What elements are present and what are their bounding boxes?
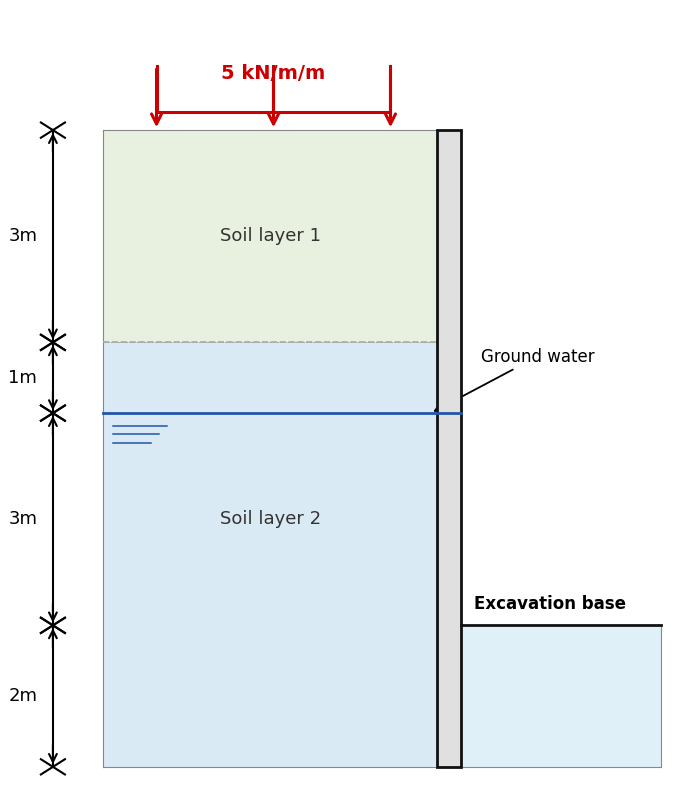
Text: 3m: 3m: [8, 510, 37, 528]
Text: 5 kN/m/m: 5 kN/m/m: [221, 64, 326, 83]
Text: Soil layer 1: Soil layer 1: [220, 227, 321, 246]
Text: 1m: 1m: [8, 369, 37, 386]
Text: 3m: 3m: [8, 227, 37, 246]
Text: Ground water: Ground water: [435, 348, 594, 411]
Bar: [460, 625, 661, 767]
Text: Excavation base: Excavation base: [474, 595, 626, 613]
Text: Soil layer 2: Soil layer 2: [220, 510, 321, 528]
Bar: [103, 342, 437, 767]
Text: 2m: 2m: [8, 687, 37, 705]
Bar: [103, 130, 437, 342]
Bar: [437, 130, 460, 767]
